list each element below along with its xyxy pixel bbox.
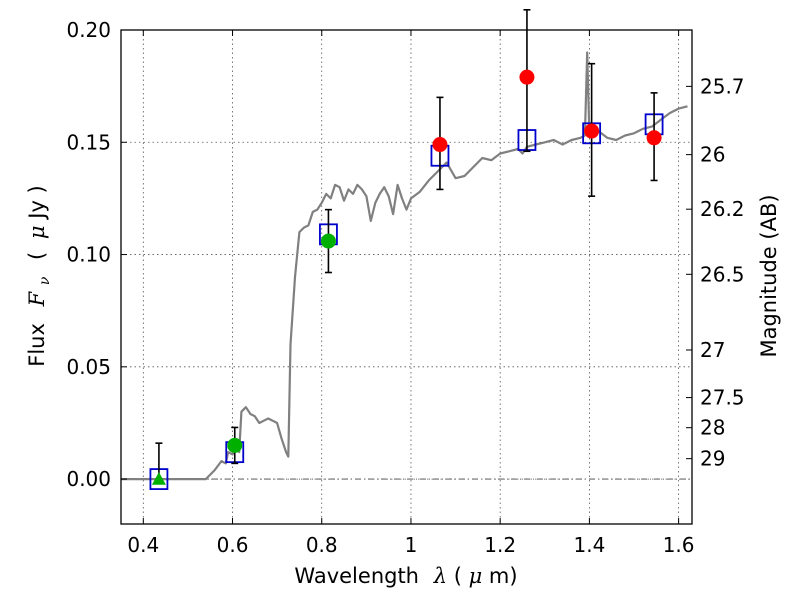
y-axis-label-text: Flux — [25, 323, 49, 367]
y-tick-label: 0.10 — [66, 243, 111, 267]
y-axis-label-unit-mu: μ — [25, 225, 49, 239]
x-tick-label: 1.2 — [484, 533, 516, 557]
x-tick-label: 1.6 — [663, 533, 695, 557]
model-spectrum-line — [121, 51, 688, 481]
x-tick-label: 1 — [405, 533, 418, 557]
ticks: 0.4 0.6 0.8 1 1.2 1.4 1.6 0.00 0.05 0.10 0.15 0.20 2… — [66, 18, 744, 557]
observed-flux-point — [432, 137, 448, 153]
x-axis-label: Wavelength λ ( μ m) — [294, 564, 517, 588]
y-tick-label: 0.15 — [66, 130, 111, 154]
x-tick-label: 0.6 — [217, 533, 249, 557]
right-tick-label: 26.2 — [700, 197, 745, 221]
x-tick-label: 0.4 — [127, 533, 159, 557]
observed-flux-point — [227, 437, 243, 453]
x-axis-label-symbol: λ — [433, 564, 447, 588]
right-tick-label: 25.7 — [700, 74, 745, 98]
x-axis-label-unit-open: ( — [454, 564, 462, 588]
y-axis-label-symbol: F — [25, 290, 49, 307]
right-tick-label: 26 — [700, 143, 725, 167]
plot-frame — [120, 29, 693, 525]
observed-upper-limit-marker — [151, 472, 166, 485]
observed-flux-point — [320, 233, 336, 249]
x-axis-label-text: Wavelength — [294, 564, 419, 588]
y-axis-label: Flux F ν ( μ Jy ) — [25, 185, 54, 367]
x-tick-label: 0.8 — [306, 533, 338, 557]
observed-flux-point — [519, 69, 535, 85]
y-tick-label: 0.20 — [66, 18, 111, 42]
y-axis-label-subscript: ν — [37, 276, 53, 285]
right-axis-label: Magnitude (AB) — [757, 194, 781, 357]
right-tick-label: 29 — [700, 447, 725, 471]
observed-flux-point — [584, 123, 600, 139]
x-axis-label-unit-mu: μ — [469, 564, 483, 588]
y-axis-label-unit-rest: Jy ) — [25, 185, 49, 221]
right-tick-label: 27.5 — [700, 386, 745, 410]
x-tick-label: 1.4 — [573, 533, 605, 557]
y-axis-label-unit-open: ( — [25, 252, 49, 260]
plot-content — [121, 8, 692, 490]
right-tick-label: 26.5 — [700, 262, 745, 286]
right-tick-label: 27 — [700, 338, 725, 362]
x-axis-label-unit-rest: m) — [489, 564, 518, 588]
y-tick-label: 0.00 — [66, 467, 111, 491]
observed-flux-point — [646, 130, 662, 146]
right-tick-label: 28 — [700, 416, 725, 440]
y-tick-label: 0.05 — [66, 355, 111, 379]
